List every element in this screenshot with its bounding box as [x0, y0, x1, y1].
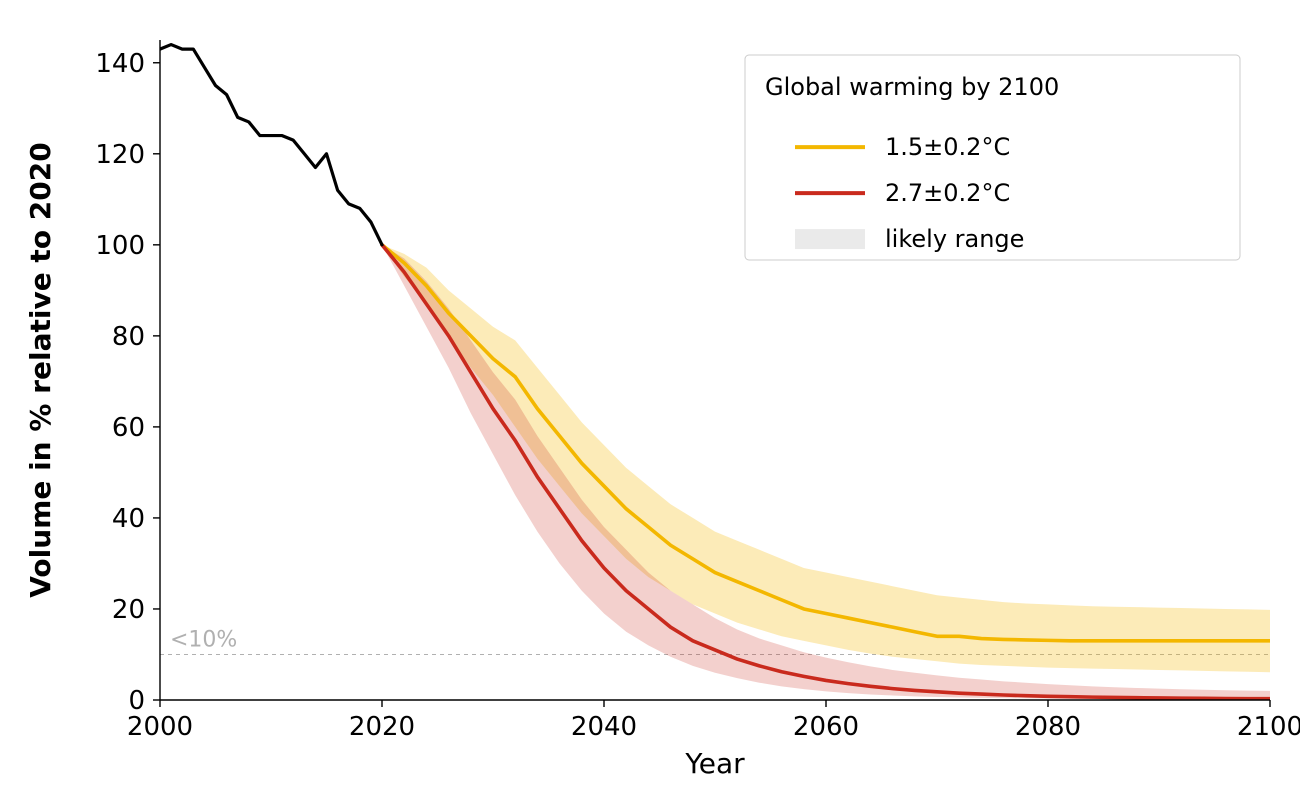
y-tick-label: 60	[112, 413, 145, 443]
x-axis-label: Year	[684, 747, 745, 780]
threshold-label: <10%	[170, 627, 237, 652]
x-tick-label: 2000	[127, 712, 193, 742]
y-tick-label: 140	[95, 49, 145, 79]
x-tick-label: 2080	[1015, 712, 1081, 742]
x-tick-label: 2100	[1237, 712, 1300, 742]
y-tick-label: 40	[112, 504, 145, 534]
y-axis-label: Volume in % relative to 2020	[24, 142, 57, 597]
legend-swatch-patch	[795, 229, 865, 249]
glacier-volume-chart: <10%200020202040206020802100020406080100…	[0, 0, 1300, 800]
y-tick-label: 100	[95, 231, 145, 261]
x-tick-label: 2020	[349, 712, 415, 742]
chart-container: <10%200020202040206020802100020406080100…	[0, 0, 1300, 800]
legend-item-label: 2.7±0.2°C	[885, 179, 1010, 207]
legend: Global warming by 2100 1.5±0.2°C 2.7±0.2°C…	[745, 55, 1240, 260]
y-tick-label: 20	[112, 595, 145, 625]
x-tick-label: 2060	[793, 712, 859, 742]
y-tick-label: 120	[95, 140, 145, 170]
y-tick-label: 80	[112, 322, 145, 352]
y-tick-label: 0	[128, 686, 145, 716]
legend-item-label: likely range	[885, 225, 1024, 253]
x-tick-label: 2040	[571, 712, 637, 742]
legend-item-label: 1.5±0.2°C	[885, 133, 1010, 161]
legend-title: Global warming by 2100	[765, 73, 1059, 101]
